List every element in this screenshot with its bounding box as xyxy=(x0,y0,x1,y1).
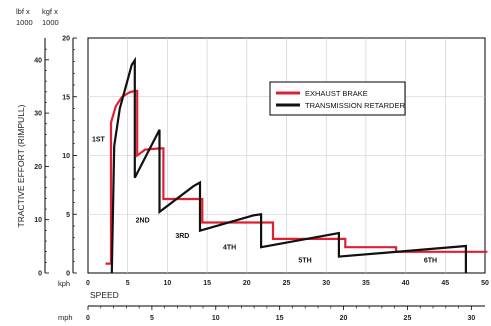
kgf-tick-label: 10 xyxy=(62,153,70,160)
lbf-tick-label: 0 xyxy=(38,271,42,278)
kph-tick-label: 0 xyxy=(86,280,90,287)
gear-label: 6TH xyxy=(424,257,437,264)
kph-tick-label: 40 xyxy=(402,280,410,287)
kph-tick-label: 35 xyxy=(362,280,370,287)
kgf-tick-label: 5 xyxy=(66,212,70,219)
gear-label: 2ND xyxy=(136,217,150,224)
kph-tick-label: 15 xyxy=(203,280,211,287)
kgf-unit-label-2: 1000 xyxy=(42,18,59,27)
gear-labels: 1ST 2ND 3RD 4TH 5TH 6TH xyxy=(92,136,437,264)
ticks: 0 5 10 15 20 0 10 20 30 40 0 5 10 15 20 25 30 35 40 45 50 0 5 1… xyxy=(34,36,489,323)
mph-tick-label: 25 xyxy=(404,315,412,322)
mph-tick-label: 15 xyxy=(276,315,284,322)
y-axis-title: TRACTIVE EFFORT (RIMPULL) xyxy=(16,104,26,227)
series-line-exhaust-brake xyxy=(105,89,488,265)
lbf-tick-label: 20 xyxy=(34,164,42,171)
series-line-transmission-retarder xyxy=(110,56,467,274)
kph-tick-label: 45 xyxy=(441,280,449,287)
gear-label: 4TH xyxy=(223,245,236,252)
kgf-tick-label: 0 xyxy=(66,271,70,278)
series xyxy=(105,56,488,274)
mph-unit-label: mph xyxy=(58,313,73,322)
kgf-tick-label: 15 xyxy=(62,94,70,101)
x-axis-title: SPEED xyxy=(90,290,119,300)
kph-unit-label: kph xyxy=(58,279,70,288)
kgf-tick-label: 20 xyxy=(62,36,70,43)
legend-box xyxy=(269,81,406,116)
lbf-unit-label-2: 1000 xyxy=(16,18,33,27)
lbf-tick-label: 10 xyxy=(34,217,42,224)
kph-tick-label: 25 xyxy=(283,280,291,287)
kph-tick-label: 50 xyxy=(481,280,489,287)
gear-label: 1ST xyxy=(92,136,106,143)
lbf-unit-label: lbf x xyxy=(16,7,30,16)
mph-tick-label: 20 xyxy=(340,315,348,322)
legend-label-exhaust-brake: EXHAUST BRAKE xyxy=(305,89,368,98)
kph-tick-label: 30 xyxy=(322,280,330,287)
grid xyxy=(88,38,485,273)
legend: EXHAUST BRAKE TRANSMISSION RETARDER xyxy=(269,81,406,116)
mph-tick-label: 10 xyxy=(212,315,220,322)
kgf-unit-label: kgf x xyxy=(42,7,58,16)
mph-tick-label: 5 xyxy=(150,315,154,322)
kph-tick-label: 5 xyxy=(126,280,130,287)
mph-tick-label: 0 xyxy=(86,315,90,322)
kph-tick-label: 20 xyxy=(243,280,251,287)
lbf-tick-label: 40 xyxy=(34,57,42,64)
mph-tick-label: 30 xyxy=(467,315,475,322)
kph-tick-label: 10 xyxy=(164,280,172,287)
legend-label-transmission-retarder: TRANSMISSION RETARDER xyxy=(305,101,405,110)
gear-label: 3RD xyxy=(175,233,189,240)
lbf-tick-label: 30 xyxy=(34,111,42,118)
gear-label: 5TH xyxy=(298,257,311,264)
